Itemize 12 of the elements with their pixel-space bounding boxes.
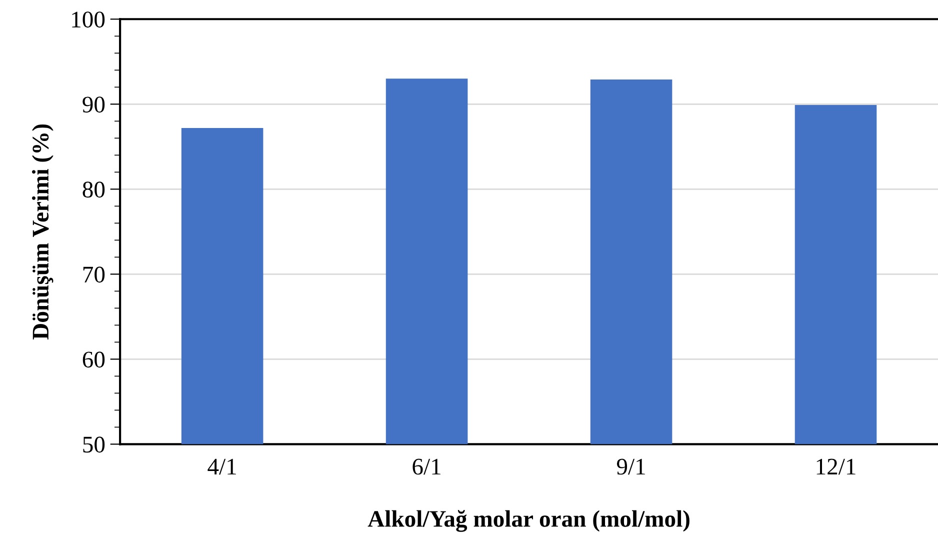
y-axis-title: Dönüşüm Verimi (%) bbox=[32, 124, 54, 340]
x-axis-title: Alkol/Yağ molar oran (mol/mol) bbox=[368, 510, 690, 532]
y-tick-label: 50 bbox=[83, 436, 105, 453]
y-tick-label: 70 bbox=[83, 266, 105, 283]
x-tick-label: 6/1 bbox=[412, 458, 440, 475]
y-tick-label: 80 bbox=[82, 182, 105, 198]
y-tick-label: 90 bbox=[82, 96, 105, 113]
y-tick-label: 60 bbox=[82, 352, 105, 368]
x-tick-label: 12/1 bbox=[816, 458, 856, 475]
x-tick-label: 4/1 bbox=[208, 458, 236, 475]
x-tick-label: 9/1 bbox=[616, 458, 645, 475]
y-tick-label: 100 bbox=[72, 12, 105, 28]
